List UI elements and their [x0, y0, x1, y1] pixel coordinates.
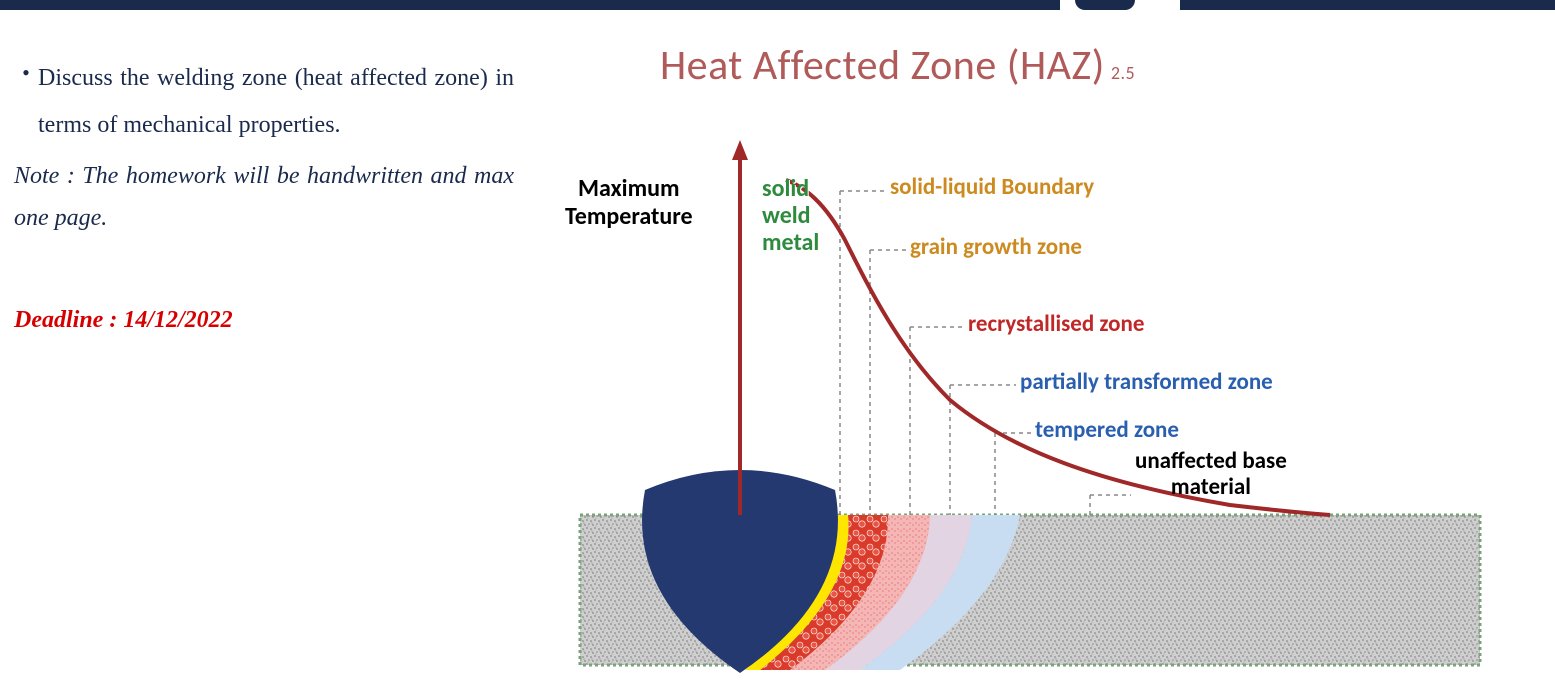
header-rule-left [0, 0, 1060, 10]
text-column: • Discuss the welding zone (heat affecte… [0, 55, 514, 334]
axis-label: MaximumTemperature [565, 175, 693, 231]
label-grain-growth-zone: grain growth zone [910, 233, 1082, 261]
bullet-marker: • [14, 55, 38, 91]
label-recrystallised-zone: recrystallised zone [968, 310, 1144, 338]
figure-title-sub: 2.5 [1111, 62, 1135, 84]
header-rule-right [1180, 0, 1555, 10]
label-solid-liquid-boundary: solid-liquid Boundary [890, 173, 1094, 201]
label-solid-weld-metal: solidweldmetal [762, 175, 819, 256]
bullet-text: Discuss the welding zone (heat affected … [38, 55, 514, 149]
bullet-item: • Discuss the welding zone (heat affecte… [14, 55, 514, 149]
label-unaffected-base-material: unaffected basematerial [1135, 448, 1287, 500]
header-rule-notch [1075, 0, 1135, 10]
page-body: • Discuss the welding zone (heat affecte… [0, 40, 1555, 678]
figure-title: Heat Affected Zone (HAZ) 2.5 [660, 40, 1135, 91]
label-partially-transformed-zone: partially transformed zone [1020, 368, 1273, 396]
label-tempered-zone: tempered zone [1035, 416, 1179, 444]
figure-title-main: Heat Affected Zone (HAZ) [660, 40, 1105, 91]
haz-figure: Heat Affected Zone (HAZ) 2.5 [530, 40, 1530, 680]
deadline-text: Deadline : 14/12/2022 [14, 307, 514, 334]
note-text: Note : The homework will be handwritten … [14, 155, 514, 239]
axis-arrowhead [732, 140, 748, 160]
